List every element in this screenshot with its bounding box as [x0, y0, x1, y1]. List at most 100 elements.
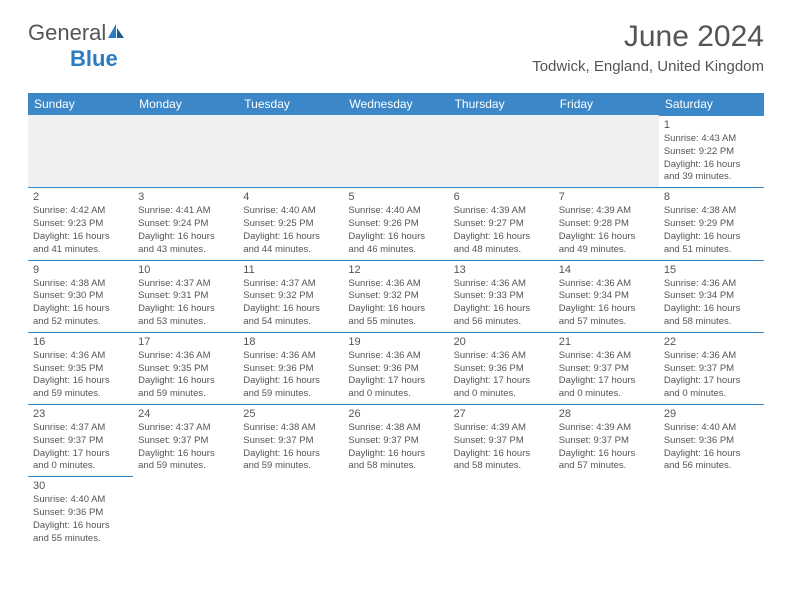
- daylight-line: Daylight: 16 hours: [348, 303, 443, 316]
- day-cell: 3Sunrise: 4:41 AMSunset: 9:24 PMDaylight…: [133, 187, 238, 259]
- sunrise-line: Sunrise: 4:36 AM: [559, 278, 654, 291]
- daylight-line2: and 59 minutes.: [243, 388, 338, 401]
- empty-cell: [659, 476, 764, 548]
- location: Todwick, England, United Kingdom: [532, 58, 764, 75]
- day-number: 28: [559, 408, 654, 420]
- sunrise-line: Sunrise: 4:36 AM: [454, 350, 549, 363]
- day-cell: 20Sunrise: 4:36 AMSunset: 9:36 PMDayligh…: [449, 332, 554, 404]
- day-number: 18: [243, 336, 338, 348]
- sunrise-line: Sunrise: 4:36 AM: [664, 350, 759, 363]
- daylight-line: Daylight: 16 hours: [138, 448, 233, 461]
- day-number: 20: [454, 336, 549, 348]
- sunset-line: Sunset: 9:37 PM: [138, 435, 233, 448]
- day-cell: 14Sunrise: 4:36 AMSunset: 9:34 PMDayligh…: [554, 260, 659, 332]
- sunrise-line: Sunrise: 4:39 AM: [454, 205, 549, 218]
- day-cell: 28Sunrise: 4:39 AMSunset: 9:37 PMDayligh…: [554, 404, 659, 476]
- daylight-line: Daylight: 16 hours: [664, 231, 759, 244]
- daylight-line: Daylight: 17 hours: [454, 375, 549, 388]
- day-number: 23: [33, 408, 128, 420]
- logo-text: General Blue: [28, 20, 126, 72]
- day-cell: 19Sunrise: 4:36 AMSunset: 9:36 PMDayligh…: [343, 332, 448, 404]
- sunrise-line: Sunrise: 4:38 AM: [348, 422, 443, 435]
- day-cell: 16Sunrise: 4:36 AMSunset: 9:35 PMDayligh…: [28, 332, 133, 404]
- daylight-line: Daylight: 16 hours: [243, 303, 338, 316]
- sunset-line: Sunset: 9:34 PM: [559, 290, 654, 303]
- daylight-line: Daylight: 16 hours: [559, 448, 654, 461]
- day-cell: 24Sunrise: 4:37 AMSunset: 9:37 PMDayligh…: [133, 404, 238, 476]
- sunset-line: Sunset: 9:32 PM: [348, 290, 443, 303]
- day-cell: 6 Sunrise: 4:39 AMSunset: 9:27 PMDaylight…: [449, 187, 554, 259]
- sunset-line: Sunset: 9:36 PM: [664, 435, 759, 448]
- sunrise-line: Sunrise: 4:42 AM: [33, 205, 128, 218]
- daylight-line: Daylight: 16 hours: [664, 448, 759, 461]
- day-number: 1: [664, 119, 759, 131]
- daylight-line2: and 48 minutes.: [454, 244, 549, 257]
- daylight-line: Daylight: 16 hours: [664, 303, 759, 316]
- daylight-line: Daylight: 16 hours: [454, 303, 549, 316]
- daylight-line2: and 59 minutes.: [138, 460, 233, 473]
- daylight-line2: and 51 minutes.: [664, 244, 759, 257]
- daylight-line: Daylight: 16 hours: [559, 303, 654, 316]
- daylight-line: Daylight: 16 hours: [243, 448, 338, 461]
- daylight-line2: and 53 minutes.: [138, 316, 233, 329]
- daylight-line: Daylight: 16 hours: [348, 448, 443, 461]
- logo-sail-icon: [106, 22, 126, 43]
- daylight-line2: and 43 minutes.: [138, 244, 233, 257]
- daylight-line: Daylight: 16 hours: [33, 375, 128, 388]
- daylight-line2: and 0 minutes.: [33, 460, 128, 473]
- daylight-line2: and 44 minutes.: [243, 244, 338, 257]
- daylight-line: Daylight: 16 hours: [138, 303, 233, 316]
- day-number: 13: [454, 264, 549, 276]
- day-cell: 18Sunrise: 4:36 AMSunset: 9:36 PMDayligh…: [238, 332, 343, 404]
- header: General Blue June 2024 Todwick, England,…: [28, 20, 764, 75]
- daylight-line2: and 58 minutes.: [454, 460, 549, 473]
- daylight-line2: and 58 minutes.: [348, 460, 443, 473]
- daylight-line2: and 0 minutes.: [454, 388, 549, 401]
- sunset-line: Sunset: 9:36 PM: [33, 507, 128, 520]
- daylight-line2: and 54 minutes.: [243, 316, 338, 329]
- day-cell: 4Sunrise: 4:40 AMSunset: 9:25 PMDaylight…: [238, 187, 343, 259]
- daylight-line2: and 57 minutes.: [559, 316, 654, 329]
- day-cell: 9Sunrise: 4:38 AMSunset: 9:30 PMDaylight…: [28, 260, 133, 332]
- sunset-line: Sunset: 9:35 PM: [138, 363, 233, 376]
- empty-cell: [554, 476, 659, 548]
- blank-cell: [238, 115, 343, 187]
- sunrise-line: Sunrise: 4:43 AM: [664, 133, 759, 146]
- daylight-line2: and 49 minutes.: [559, 244, 654, 257]
- sunset-line: Sunset: 9:37 PM: [348, 435, 443, 448]
- sunset-line: Sunset: 9:34 PM: [664, 290, 759, 303]
- sunrise-line: Sunrise: 4:38 AM: [33, 278, 128, 291]
- daylight-line2: and 59 minutes.: [243, 460, 338, 473]
- sunrise-line: Sunrise: 4:37 AM: [138, 278, 233, 291]
- day-header: Wednesday: [343, 93, 448, 115]
- blank-cell: [343, 115, 448, 187]
- daylight-line2: and 56 minutes.: [454, 316, 549, 329]
- day-cell: 30Sunrise: 4:40 AMSunset: 9:36 PMDayligh…: [28, 476, 133, 548]
- day-number: 6: [454, 191, 549, 203]
- sunset-line: Sunset: 9:29 PM: [664, 218, 759, 231]
- day-number: 2: [33, 191, 128, 203]
- sunrise-line: Sunrise: 4:36 AM: [559, 350, 654, 363]
- sunset-line: Sunset: 9:37 PM: [454, 435, 549, 448]
- daylight-line2: and 58 minutes.: [664, 316, 759, 329]
- day-number: 8: [664, 191, 759, 203]
- daylight-line2: and 0 minutes.: [664, 388, 759, 401]
- daylight-line: Daylight: 16 hours: [138, 231, 233, 244]
- daylight-line: Daylight: 16 hours: [33, 303, 128, 316]
- daylight-line2: and 39 minutes.: [664, 171, 759, 184]
- sunrise-line: Sunrise: 4:38 AM: [243, 422, 338, 435]
- daylight-line: Daylight: 17 hours: [664, 375, 759, 388]
- day-number: 7: [559, 191, 654, 203]
- sunrise-line: Sunrise: 4:36 AM: [138, 350, 233, 363]
- sunset-line: Sunset: 9:26 PM: [348, 218, 443, 231]
- title-group: June 2024 Todwick, England, United Kingd…: [532, 20, 764, 75]
- sunrise-line: Sunrise: 4:40 AM: [243, 205, 338, 218]
- empty-cell: [133, 476, 238, 548]
- sunrise-line: Sunrise: 4:40 AM: [664, 422, 759, 435]
- sunrise-line: Sunrise: 4:41 AM: [138, 205, 233, 218]
- day-number: 19: [348, 336, 443, 348]
- sunset-line: Sunset: 9:27 PM: [454, 218, 549, 231]
- daylight-line: Daylight: 16 hours: [454, 231, 549, 244]
- sunset-line: Sunset: 9:37 PM: [243, 435, 338, 448]
- day-cell: 23Sunrise: 4:37 AMSunset: 9:37 PMDayligh…: [28, 404, 133, 476]
